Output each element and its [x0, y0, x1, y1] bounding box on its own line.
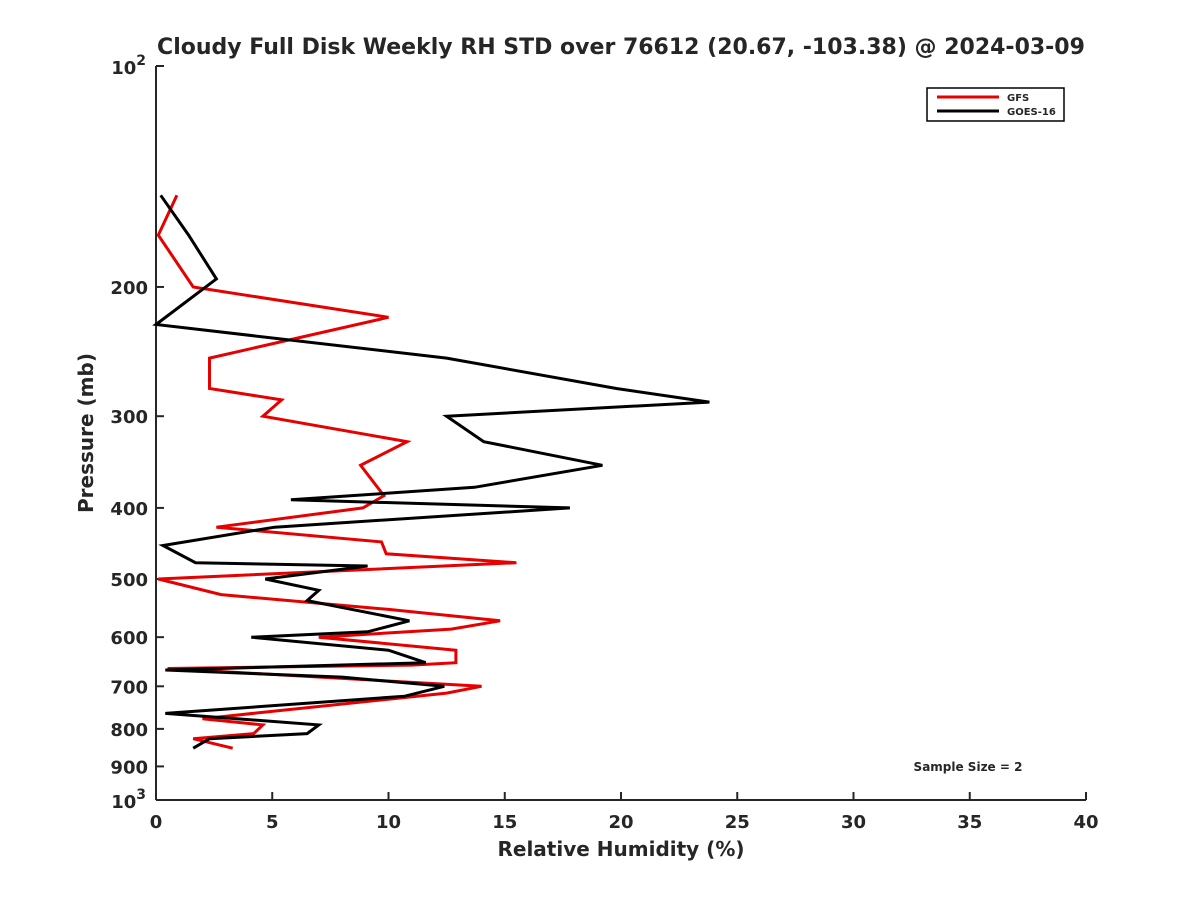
x-tick-label: 35	[957, 812, 982, 833]
x-tick-label: 30	[841, 812, 866, 833]
x-tick-label: 15	[492, 812, 517, 833]
legend-label-goes-16: GOES-16	[1007, 107, 1056, 118]
data-series	[152, 194, 710, 750]
x-axis-ticks: 0 5 10 15 20 25 30 35 40	[150, 792, 1099, 833]
x-tick-label: 20	[608, 812, 633, 833]
y-tick-label: 900	[110, 757, 148, 778]
x-tick-label: 40	[1073, 812, 1098, 833]
y-decade-tick-label: 102	[111, 53, 146, 79]
y-tick-label: 800	[110, 720, 148, 741]
legend-box	[926, 87, 1065, 122]
x-tick-label: 10	[376, 812, 401, 833]
y-tick-label: 200	[110, 278, 148, 299]
series-line-goes-16	[152, 194, 710, 750]
y-tick-label: 700	[110, 677, 148, 698]
y-axis-label: Pressure (mb)	[74, 353, 98, 513]
y-decade-tick-exponent: 3	[136, 787, 146, 803]
y-tick-label: 300	[110, 407, 148, 428]
legend: GFS GOES-16	[926, 87, 1065, 122]
y-decade-tick-base: 10	[111, 792, 136, 813]
chart-title: Cloudy Full Disk Weekly RH STD over 7661…	[157, 35, 1085, 60]
sample-size-annotation: Sample Size = 2	[914, 760, 1023, 774]
y-tick-label: 500	[110, 570, 148, 591]
x-axis-label: Relative Humidity (%)	[497, 837, 744, 861]
y-decade-tick-label: 103	[111, 787, 146, 813]
y-decade-tick-base: 10	[111, 58, 136, 79]
y-decade-tick-exponent: 2	[136, 53, 146, 69]
x-tick-label: 25	[725, 812, 750, 833]
x-tick-label: 0	[150, 812, 163, 833]
series-line-gfs	[156, 194, 517, 750]
x-tick-label: 5	[266, 812, 279, 833]
y-tick-label: 600	[110, 628, 148, 649]
legend-label-gfs: GFS	[1007, 93, 1029, 104]
y-tick-label: 400	[110, 499, 148, 520]
